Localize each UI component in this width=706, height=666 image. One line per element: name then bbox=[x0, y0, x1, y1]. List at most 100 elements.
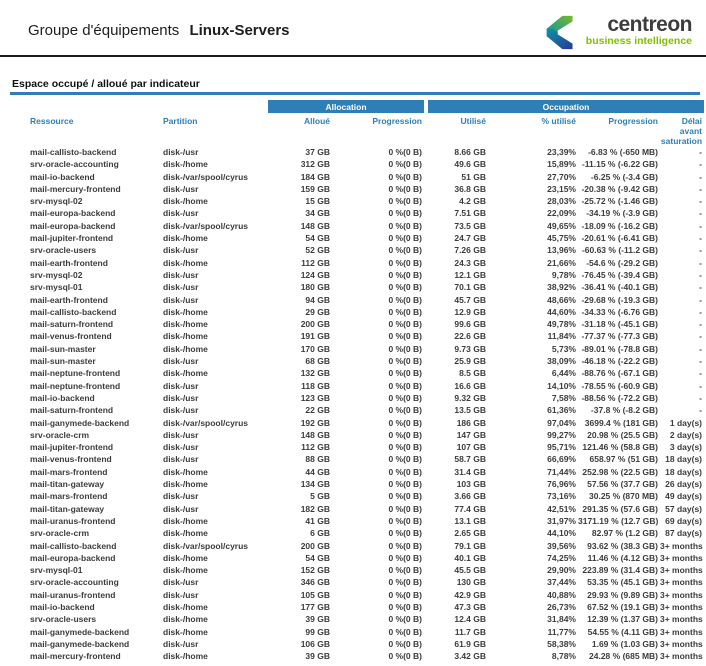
cell-used: 70.1 GB bbox=[454, 282, 486, 293]
cell-occupation-progression: -76.45 % (-39.4 GB) bbox=[581, 269, 658, 280]
cell-saturation-delay: - bbox=[699, 269, 703, 280]
cell-used: 9.73 GB bbox=[454, 343, 486, 354]
cell-used: 31.4 GB bbox=[454, 466, 486, 477]
cell-partition: disk-/home bbox=[163, 466, 208, 477]
cell-resource: mail-jupiter-frontend bbox=[30, 233, 114, 244]
cell-saturation-delay: 69 day(s) bbox=[665, 515, 703, 526]
cell-used: 3.66 GB bbox=[454, 491, 486, 502]
cell-allocated: 124 GB bbox=[300, 269, 330, 280]
cell-used-percent: 71,44% bbox=[547, 466, 576, 477]
cell-partition: disk-/usr bbox=[163, 294, 199, 305]
table-row: srv-oracle-crm disk-/home 6 GB 0 %(0 B) 2.65… bbox=[8, 527, 704, 539]
table-row: mail-ganymede-backend disk-/var/spool/cyr… bbox=[8, 417, 704, 429]
cell-occupation-progression: -11.15 % (-6.22 GB) bbox=[581, 159, 658, 170]
cell-allocation-progression: 0 %(0 B) bbox=[388, 442, 422, 453]
cell-allocation-progression: 0 %(0 B) bbox=[388, 368, 422, 379]
cell-occupation-progression: -34.19 % (-3.9 GB) bbox=[586, 208, 658, 219]
cell-used: 12.4 GB bbox=[454, 614, 486, 625]
cell-resource: mail-callisto-backend bbox=[30, 147, 117, 157]
cell-resource: mail-titan-gateway bbox=[30, 479, 105, 490]
table-row: mail-jupiter-frontend disk-/usr 112 GB 0 %(… bbox=[8, 441, 704, 453]
section-espace-occupe: Espace occupé / alloué par indicateur bbox=[10, 78, 700, 95]
cell-allocated: 41 GB bbox=[305, 515, 330, 526]
cell-occupation-progression: -20.61 % (-6.41 GB) bbox=[581, 233, 658, 244]
cell-allocation-progression: 0 %(0 B) bbox=[388, 171, 422, 182]
table-row: mail-saturn-frontend disk-/usr 22 GB 0 %(0 … bbox=[8, 404, 704, 416]
cell-used-percent: 39,56% bbox=[547, 540, 576, 551]
cell-resource: mail-earth-frontend bbox=[30, 257, 108, 268]
cell-used-percent: 6,44% bbox=[551, 368, 576, 379]
cell-partition: disk-/usr bbox=[163, 208, 199, 219]
table-row: srv-oracle-users disk-/usr 52 GB 0 %(0 B) 7.… bbox=[8, 244, 704, 256]
cell-allocated: 148 GB bbox=[300, 429, 330, 440]
cell-used-percent: 40,88% bbox=[547, 589, 576, 600]
cell-allocated: 22 GB bbox=[305, 405, 330, 416]
group-header-allocation: Allocation bbox=[268, 100, 424, 113]
cell-partition: disk-/home bbox=[163, 319, 208, 330]
cell-used: 9.32 GB bbox=[454, 392, 486, 403]
table-row: mail-callisto-backend disk-/var/spool/cyr… bbox=[8, 540, 704, 552]
cell-allocated: 6 GB bbox=[310, 528, 330, 539]
cell-saturation-delay: 3+ months bbox=[660, 614, 703, 625]
table-row: mail-uranus-frontend disk-/usr 105 GB 0 %(0… bbox=[8, 589, 704, 601]
cell-used-percent: 28,03% bbox=[547, 196, 576, 207]
cell-resource: mail-io-backend bbox=[30, 171, 95, 182]
cell-used: 12.1 GB bbox=[454, 269, 486, 280]
table-row: mail-neptune-frontend disk-/home 132 GB 0 %… bbox=[8, 367, 704, 379]
brand-tagline: business intelligence bbox=[585, 35, 692, 47]
cell-partition: disk-/usr bbox=[163, 380, 199, 391]
cell-resource: mail-europa-backend bbox=[30, 552, 116, 563]
cell-allocation-progression: 0 %(0 B) bbox=[388, 589, 422, 600]
cell-allocated: 191 GB bbox=[300, 331, 330, 342]
cell-used-percent: 44,60% bbox=[547, 306, 576, 317]
cell-occupation-progression: 658.97 % (51 GB) bbox=[589, 454, 658, 465]
cell-used-percent: 42,51% bbox=[547, 503, 576, 514]
cell-occupation-progression: -37.8 % (-8.2 GB) bbox=[590, 405, 658, 416]
cell-allocation-progression: 0 %(0 B) bbox=[388, 159, 422, 170]
cell-used: 7.26 GB bbox=[454, 245, 486, 256]
cell-allocated: 312 GB bbox=[300, 159, 330, 170]
cell-allocated: 180 GB bbox=[300, 282, 330, 293]
cell-allocation-progression: 0 %(0 B) bbox=[388, 479, 422, 490]
cell-allocated: 118 GB bbox=[301, 380, 330, 391]
table-row: srv-oracle-users disk-/home 39 GB 0 %(0 B) 1… bbox=[8, 613, 704, 625]
cell-used-percent: 27,70% bbox=[547, 171, 576, 182]
col-header-occupation-progression: Progression bbox=[608, 116, 658, 126]
cell-partition: disk-/home bbox=[163, 552, 208, 563]
cell-allocated: 52 GB bbox=[305, 245, 330, 256]
cell-saturation-delay: - bbox=[699, 220, 703, 231]
cell-allocation-progression: 0 %(0 B) bbox=[388, 233, 422, 244]
cell-used: 13.1 GB bbox=[454, 515, 486, 526]
cell-allocation-progression: 0 %(0 B) bbox=[388, 528, 422, 539]
cell-allocation-progression: 0 %(0 B) bbox=[388, 392, 422, 403]
cell-allocated: 94 GB bbox=[305, 294, 330, 305]
cell-used: 58.7 GB bbox=[454, 454, 486, 465]
cell-occupation-progression: 24.28 % (685 MB) bbox=[589, 651, 658, 662]
cell-occupation-progression: 223.89 % (31.4 GB) bbox=[582, 565, 658, 576]
cell-occupation-progression: 3171.19 % (12.7 GB) bbox=[578, 515, 659, 526]
cell-saturation-delay: - bbox=[699, 183, 703, 194]
cell-partition: disk-/usr bbox=[163, 356, 199, 367]
cell-partition: disk-/usr bbox=[163, 589, 199, 600]
cell-occupation-progression: 1.69 % (1.03 GB) bbox=[591, 638, 658, 649]
cell-allocation-progression: 0 %(0 B) bbox=[388, 220, 422, 231]
cell-occupation-progression: 67.52 % (19.1 GB) bbox=[587, 601, 658, 612]
cell-occupation-progression: -89.01 % (-78.8 GB) bbox=[581, 343, 658, 354]
cell-resource: srv-oracle-users bbox=[30, 245, 97, 256]
cell-saturation-delay: 3+ months bbox=[660, 552, 703, 563]
table-row: srv-mysql-02 disk-/home 15 GB 0 %(0 B) 4.2 G… bbox=[8, 195, 704, 207]
cell-resource: srv-mysql-02 bbox=[30, 269, 83, 280]
cell-occupation-progression: -88.56 % (-72.2 GB) bbox=[581, 392, 658, 403]
cell-partition: disk-/home bbox=[163, 368, 208, 379]
cell-allocation-progression: 0 %(0 B) bbox=[388, 282, 422, 293]
cell-saturation-delay: - bbox=[699, 368, 703, 379]
table-row: srv-oracle-accounting disk-/usr 346 GB 0 %(… bbox=[8, 576, 704, 588]
cell-saturation-delay: - bbox=[699, 171, 703, 182]
centreon-logo: centreon business intelligence bbox=[542, 14, 692, 51]
table-row: mail-saturn-frontend disk-/home 200 GB 0 %(… bbox=[8, 318, 704, 330]
cell-partition: disk-/home bbox=[163, 159, 208, 170]
cell-partition: disk-/home bbox=[163, 331, 208, 342]
cell-used-percent: 66,69% bbox=[547, 454, 576, 465]
cell-partition: disk-/home bbox=[163, 528, 208, 539]
cell-used-percent: 13,96% bbox=[547, 245, 576, 256]
